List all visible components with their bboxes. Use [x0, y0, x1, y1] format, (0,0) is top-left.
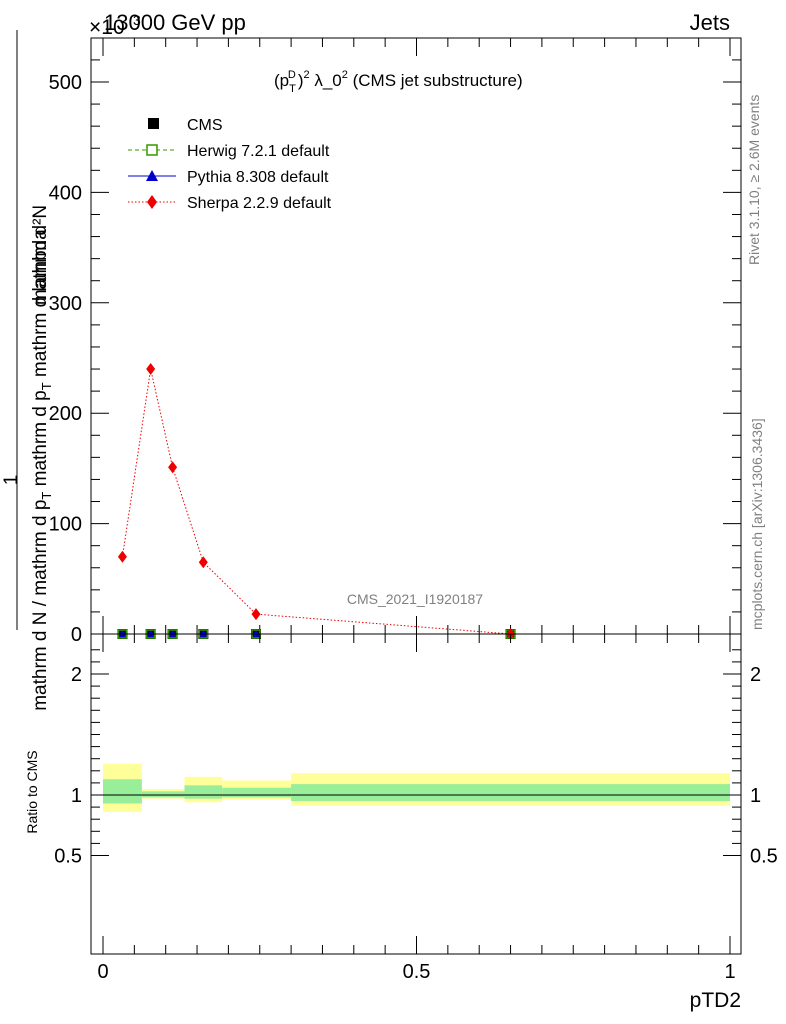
ratio-stat-uncertainty-band	[103, 779, 142, 804]
exponent-prefix: ×10	[89, 16, 125, 39]
main-y-tick-label: 400	[49, 182, 82, 204]
legend-item-herwig: Herwig 7.2.1 default	[128, 143, 330, 160]
main-y-tick-label: 100	[49, 514, 82, 536]
legend-marker-sherpa	[147, 195, 157, 209]
legend-item-sherpa: Sherpa 2.2.9 default	[128, 195, 332, 212]
sherpa-line	[121, 368, 511, 635]
legend-label-herwig: Herwig 7.2.1 default	[187, 143, 330, 160]
legend-item-pythia: Pythia 8.308 default	[128, 169, 329, 186]
ratio-stat-uncertainty-band	[184, 785, 223, 799]
sherpa-point	[168, 461, 178, 474]
ratio-ylabel: Ratio to CMS	[24, 750, 40, 833]
x-tick-label: 1	[724, 961, 735, 983]
sherpa-point	[117, 550, 127, 563]
plot-title: (pTD)2 λ_02 (CMS jet substructure)	[274, 69, 523, 95]
legend-item-cms: CMS	[148, 117, 223, 134]
watermark: CMS_2021_I1920187	[347, 591, 483, 607]
ylabel-denominator: mathrm d N / mathrm d pT mathrm d pT mat…	[30, 229, 54, 711]
ylabel-numerator: mathrm d²N	[30, 205, 51, 305]
ratio-stat-uncertainty-band	[222, 787, 292, 798]
main-y-tick-label: 0	[71, 624, 82, 646]
ratio-bands	[103, 763, 730, 812]
x-tick-labels: 0 0.5 1	[97, 961, 735, 983]
ratio-y-tick-label-left: 1	[71, 785, 82, 807]
header-right: Jets	[690, 10, 730, 35]
ratio-y-tick-label-right: 2	[750, 664, 761, 686]
main-y-tick-label: 200	[49, 403, 82, 425]
ratio-stat-uncertainty-band	[141, 791, 185, 798]
legend-marker-pythia	[146, 170, 158, 181]
main-y-tick-label: 300	[49, 293, 82, 315]
sherpa-point	[251, 608, 261, 621]
exponent-value: 3	[133, 12, 141, 28]
legend-marker-cms	[148, 118, 159, 129]
mcplots-label: mcplots.cern.ch [arXiv:1306.3436]	[749, 418, 765, 630]
ratio-stat-uncertainty-band	[291, 784, 730, 802]
ratio-y-tick-label-right: 1	[750, 785, 761, 807]
x-tick-label: 0.5	[403, 961, 431, 983]
main-y-tick-labels: 0 100 200 300 400 500	[49, 72, 82, 646]
legend-marker-herwig	[146, 144, 158, 156]
sherpa-point	[146, 363, 156, 376]
main-y-tick-label: 500	[49, 72, 82, 94]
legend-label-pythia: Pythia 8.308 default	[187, 169, 329, 186]
sherpa-point	[198, 556, 208, 569]
ratio-y-tick-labels: 0.5 0.5 1 1 2 2	[54, 664, 778, 868]
header-left: 13000 GeV pp	[104, 10, 246, 35]
legend-label-cms: CMS	[187, 117, 223, 134]
ratio-y-tick-label-left: 2	[71, 664, 82, 686]
legend: CMS Herwig 7.2.1 default Pythia 8.308 de…	[128, 117, 332, 212]
main-ylabel: mathrm d²N 1 mathrm d N / mathrm d pT ma…	[1, 30, 54, 711]
ratio-y-tick-label-right: 0.5	[750, 846, 778, 868]
ratio-y-tick-label-left: 0.5	[54, 846, 82, 868]
ratio-axis-ticks	[91, 634, 741, 954]
legend-label-sherpa: Sherpa 2.2.9 default	[187, 195, 332, 212]
ylabel-fraction-one: 1	[1, 475, 22, 486]
x-tick-label: 0	[97, 961, 108, 983]
x-axis-label: pTD2	[690, 989, 741, 1012]
rivet-label: Rivet 3.1.10, ≥ 2.6M events	[746, 95, 762, 265]
